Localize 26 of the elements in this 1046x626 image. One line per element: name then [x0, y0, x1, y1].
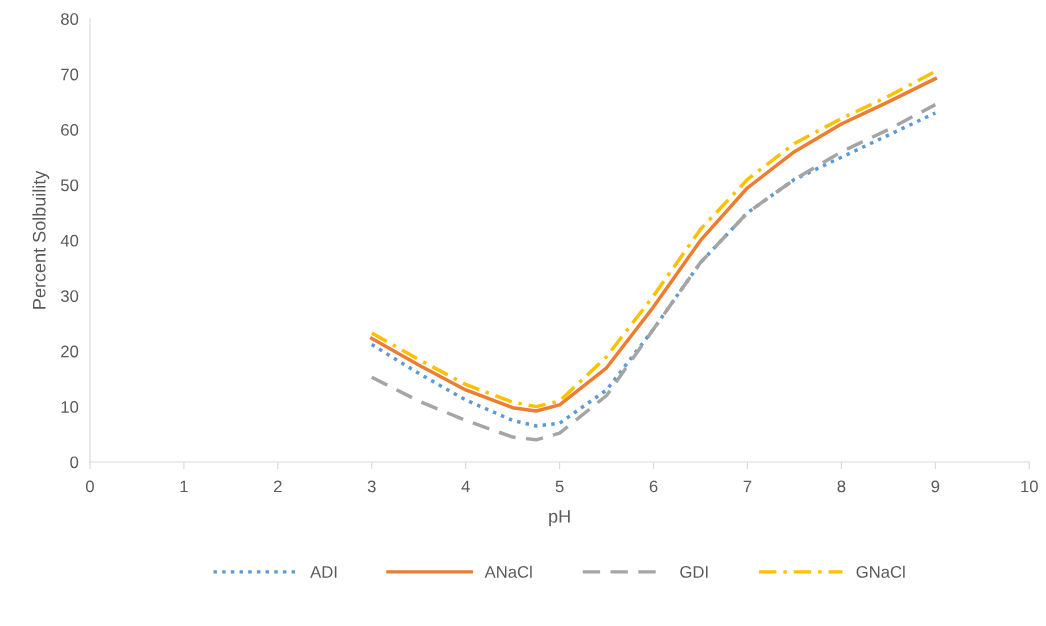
y-tick-label: 40: [60, 234, 79, 247]
x-tick-label: 6: [649, 480, 658, 493]
y-tick-label: 10: [61, 400, 79, 413]
x-tick-label: 4: [461, 480, 470, 493]
y-tick-label: 30: [60, 290, 79, 302]
x-tick-label: 10: [1021, 480, 1038, 493]
x-tick-label: 7: [743, 480, 752, 493]
y-tick-label: 0: [70, 456, 79, 469]
legend-label: ADI: [310, 566, 337, 578]
x-tick-label: 8: [837, 480, 846, 493]
x-tick-label: 1: [180, 480, 188, 493]
x-axis-title: pH: [549, 510, 570, 527]
y-tick-label: 80: [61, 13, 79, 25]
x-tick-label: 9: [931, 480, 940, 493]
legend-label: GDI: [680, 566, 708, 578]
x-tick-label: 3: [367, 480, 376, 493]
y-axis-title: Percent Solbuility: [32, 170, 50, 309]
y-tick-label: 60: [61, 123, 79, 136]
x-tick-label: 2: [274, 480, 282, 493]
y-tick-label: 20: [61, 345, 79, 358]
x-tick-label: 0: [85, 480, 94, 493]
x-tick-label: 5: [555, 480, 564, 493]
legend-label: GNaCl: [856, 565, 905, 578]
y-tick-label: 70: [61, 68, 79, 81]
legend-label: ANaCl: [484, 565, 532, 578]
y-tick-label: 50: [60, 179, 79, 192]
